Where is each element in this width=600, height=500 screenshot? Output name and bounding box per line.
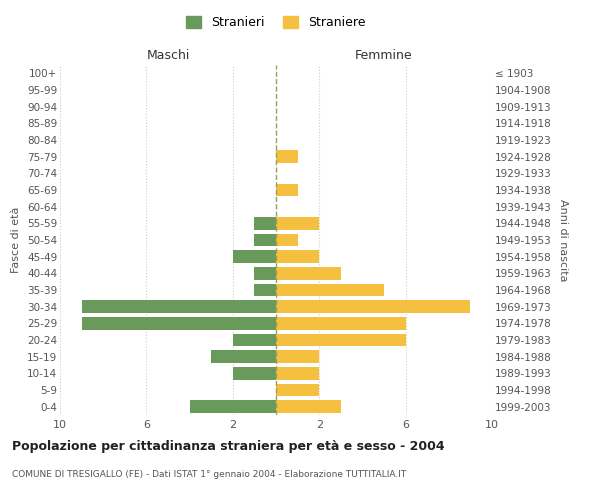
Bar <box>254 234 276 246</box>
Bar <box>276 317 406 330</box>
Bar <box>276 217 319 230</box>
Bar <box>276 184 298 196</box>
Legend: Stranieri, Straniere: Stranieri, Straniere <box>181 11 371 34</box>
Bar <box>276 234 298 246</box>
Bar <box>276 334 406 346</box>
Text: Femmine: Femmine <box>355 48 413 62</box>
Bar <box>190 400 276 413</box>
Bar <box>211 350 276 363</box>
Bar <box>254 217 276 230</box>
Bar <box>276 350 319 363</box>
Text: Popolazione per cittadinanza straniera per età e sesso - 2004: Popolazione per cittadinanza straniera p… <box>12 440 445 453</box>
Text: COMUNE DI TRESIGALLO (FE) - Dati ISTAT 1° gennaio 2004 - Elaborazione TUTTITALIA: COMUNE DI TRESIGALLO (FE) - Dati ISTAT 1… <box>12 470 406 479</box>
Bar <box>276 367 319 380</box>
Bar <box>276 150 298 163</box>
Bar <box>276 267 341 280</box>
Bar <box>276 300 470 313</box>
Bar <box>233 250 276 263</box>
Y-axis label: Fasce di età: Fasce di età <box>11 207 22 273</box>
Bar <box>254 267 276 280</box>
Bar <box>276 384 319 396</box>
Text: Maschi: Maschi <box>146 48 190 62</box>
Bar <box>82 317 276 330</box>
Bar <box>82 300 276 313</box>
Bar <box>233 367 276 380</box>
Bar <box>254 284 276 296</box>
Y-axis label: Anni di nascita: Anni di nascita <box>558 198 568 281</box>
Bar <box>276 284 384 296</box>
Bar <box>276 250 319 263</box>
Bar <box>233 334 276 346</box>
Bar <box>276 400 341 413</box>
